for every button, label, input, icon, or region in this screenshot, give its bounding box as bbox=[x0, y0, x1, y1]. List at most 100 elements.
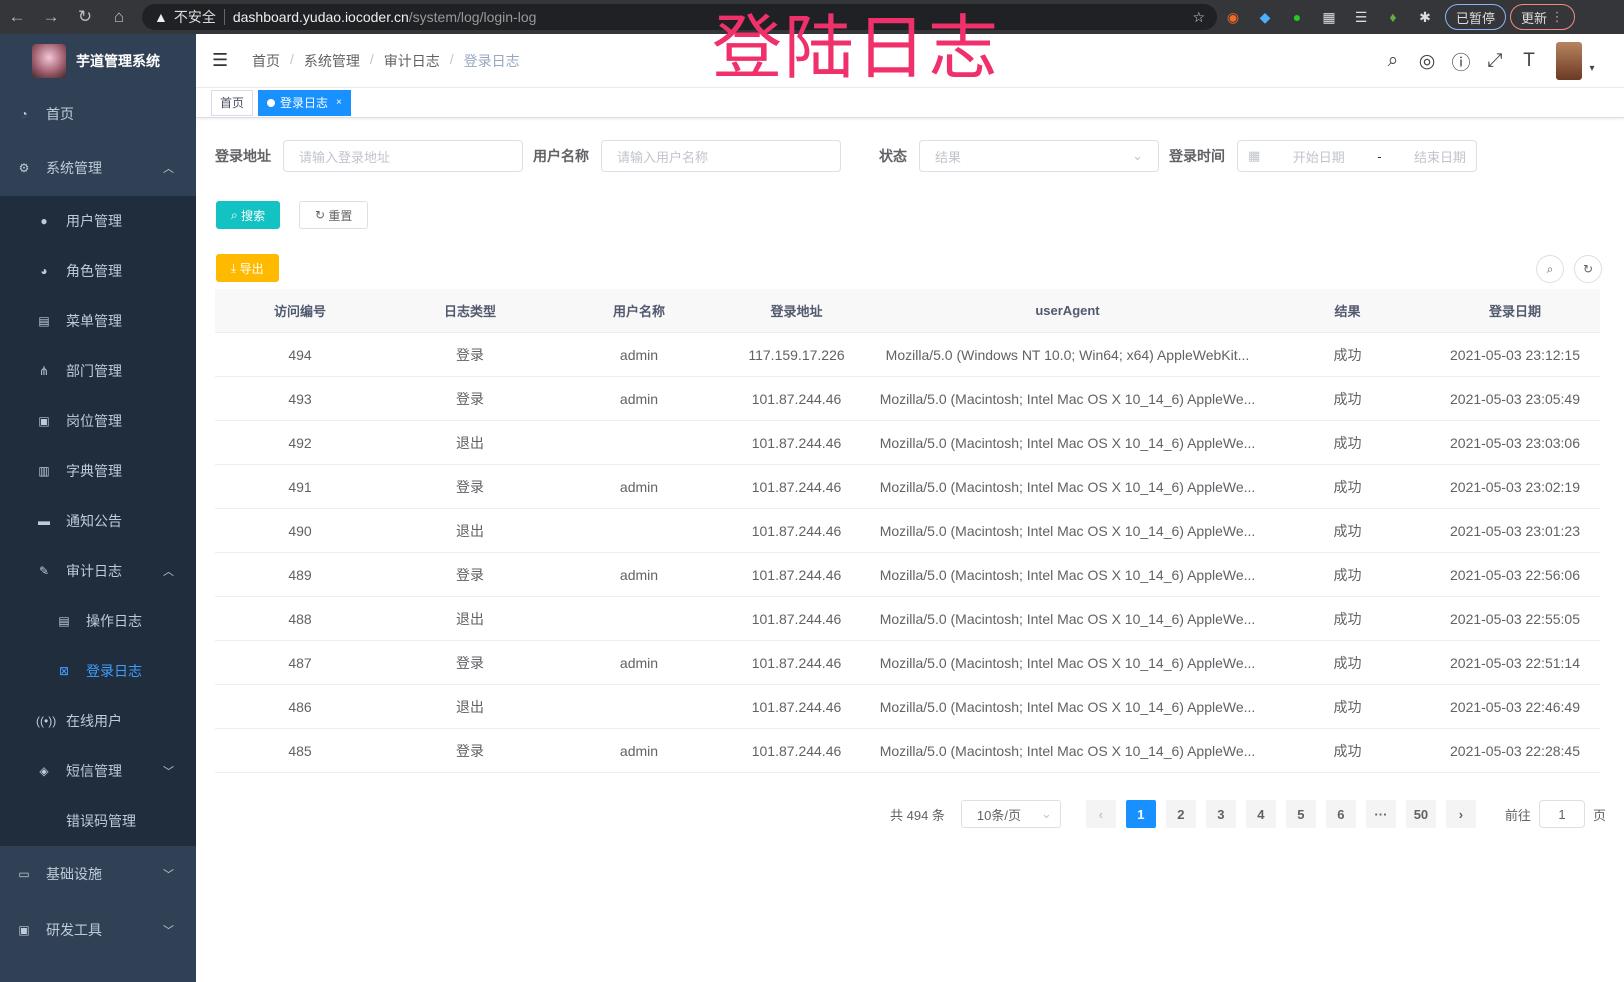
table-row[interactable]: 486 退出 101.87.244.46 Mozilla/5.0 (Macintosh… bbox=[215, 685, 1600, 729]
dashboard-icon: ◔ bbox=[20, 107, 28, 121]
page-button[interactable]: 1 bbox=[1125, 800, 1156, 828]
start-date[interactable]: 开始日期 bbox=[1292, 149, 1345, 165]
breadcrumb-item[interactable]: 系统管理 bbox=[303, 52, 360, 69]
update-button[interactable]: 更新 ⋮ bbox=[1510, 4, 1575, 30]
address-input[interactable]: 请输入登录地址 bbox=[283, 140, 523, 172]
placeholder: 请输入用户名称 bbox=[617, 149, 709, 165]
table-row[interactable]: 490 退出 101.87.244.46 Mozilla/5.0 (Macintosh… bbox=[215, 509, 1600, 553]
page-button[interactable]: 3 bbox=[1205, 800, 1236, 828]
toggle-search-icon[interactable]: ⌕ bbox=[1536, 255, 1564, 283]
puzzle-icon[interactable]: ✱ bbox=[1419, 8, 1431, 25]
fullscreen-icon[interactable]: ⤢ bbox=[1487, 50, 1503, 71]
extension-icon[interactable]: ● bbox=[1292, 9, 1302, 25]
forward-icon[interactable]: → bbox=[42, 7, 60, 26]
table-row[interactable]: 494 登录 admin 117.159.17.226 Mozilla/5.0 (Win… bbox=[215, 333, 1600, 377]
breadcrumb-item[interactable]: 首页 bbox=[252, 52, 280, 69]
sidebar-item[interactable]: ▬ 通知公告 bbox=[0, 496, 196, 546]
table-cell: Mozilla/5.0 (Macintosh; Intel Mac OS X 1… bbox=[879, 478, 1256, 495]
hamburger-icon[interactable]: ☰ bbox=[212, 50, 229, 70]
sidebar: 芋道管理系统 ◔ 首页 ⚙ 系统管理 ︿ ● 用户管理 ◕ 角色管理 ▤ 菜单管理 ⋔ 部门管理 ▣ 岗位管… bbox=[0, 34, 196, 982]
table-cell: 490 bbox=[288, 522, 312, 539]
table-row[interactable]: 491 登录 admin 101.87.244.46 Mozilla/5.0 (Maci… bbox=[215, 465, 1600, 509]
tag-item[interactable]: 首页 bbox=[211, 89, 254, 116]
table-cell: 486 bbox=[288, 698, 312, 715]
page-button[interactable]: 50 bbox=[1405, 800, 1436, 828]
sidebar-item[interactable]: 错误码管理 bbox=[0, 796, 196, 846]
table-cell: 101.87.244.46 bbox=[751, 566, 842, 583]
close-icon[interactable]: × bbox=[336, 97, 342, 108]
breadcrumb-separator: / bbox=[290, 50, 294, 67]
table-cell: 488 bbox=[288, 610, 312, 627]
status-select[interactable]: 结果 ⌄ bbox=[919, 140, 1159, 172]
extension-icon[interactable]: ◆ bbox=[1259, 8, 1271, 25]
table-cell: 101.87.244.46 bbox=[751, 610, 842, 627]
sidebar-item[interactable]: ⚙ 系统管理 ︿ bbox=[0, 140, 196, 196]
sidebar-item[interactable]: ▥ 字典管理 bbox=[0, 446, 196, 496]
bookmark-star-icon[interactable]: ☆ bbox=[1192, 8, 1205, 25]
extension-icon[interactable]: ◉ bbox=[1226, 8, 1240, 25]
table-row[interactable]: 492 退出 101.87.244.46 Mozilla/5.0 (Macintosh… bbox=[215, 421, 1600, 465]
page-button[interactable]: 6 bbox=[1325, 800, 1356, 828]
profile-button[interactable]: 已暂停 bbox=[1445, 4, 1507, 30]
date-range-picker[interactable]: ▦ 开始日期 - 结束日期 bbox=[1237, 140, 1477, 172]
table-row[interactable]: 493 登录 admin 101.87.244.46 Mozilla/5.0 (Maci… bbox=[215, 377, 1600, 421]
address-bar[interactable]: ▲ 不安全 dashboard.yudao.iocoder.cn/system/… bbox=[142, 4, 1217, 30]
sidebar-item[interactable]: ▤ 菜单管理 bbox=[0, 296, 196, 346]
avatar[interactable] bbox=[1556, 42, 1582, 80]
sidebar-item[interactable]: ● 用户管理 bbox=[0, 196, 196, 246]
extension-icon[interactable]: ♦ bbox=[1389, 9, 1397, 25]
refresh-icon[interactable]: ↻ bbox=[1574, 255, 1602, 283]
page-size-select[interactable]: 10条/页 ⌄ bbox=[960, 800, 1061, 828]
page-button[interactable]: 4 bbox=[1245, 800, 1276, 828]
table-row[interactable]: 488 退出 101.87.244.46 Mozilla/5.0 (Macintosh… bbox=[215, 597, 1600, 641]
sidebar-item[interactable]: ▣ 岗位管理 bbox=[0, 396, 196, 446]
next-page-button[interactable]: › bbox=[1445, 800, 1476, 828]
page-button[interactable]: ··· bbox=[1365, 800, 1396, 828]
sidebar-item[interactable]: ((•)) 在线用户 bbox=[0, 696, 196, 746]
search-icon[interactable]: ⌕ bbox=[1387, 50, 1399, 71]
app-title: 芋道管理系统 bbox=[76, 53, 160, 69]
reset-button[interactable]: ↻ 重置 bbox=[299, 201, 369, 229]
table-row[interactable]: 487 登录 admin 101.87.244.46 Mozilla/5.0 (Maci… bbox=[215, 641, 1600, 685]
table-row[interactable]: 489 登录 admin 101.87.244.46 Mozilla/5.0 (Maci… bbox=[215, 553, 1600, 597]
sidebar-item-label: 角色管理 bbox=[66, 263, 122, 279]
table-row[interactable]: 485 登录 admin 101.87.244.46 Mozilla/5.0 (Maci… bbox=[215, 729, 1600, 773]
sidebar-logo[interactable]: 芋道管理系统 bbox=[0, 34, 196, 88]
page-button[interactable]: 5 bbox=[1285, 800, 1316, 828]
breadcrumb-item[interactable]: 审计日志 bbox=[383, 52, 440, 69]
export-button[interactable]: ⤓ 导出 bbox=[216, 254, 279, 282]
sidebar-item[interactable]: ▣ 研发工具 ﹀ bbox=[0, 902, 196, 958]
chevron-up-icon: ︿ bbox=[163, 163, 174, 175]
extension-icon[interactable]: ☰ bbox=[1354, 8, 1368, 25]
sidebar-item[interactable]: ▤ 操作日志 bbox=[0, 596, 196, 646]
github-icon[interactable]: ◎ bbox=[1418, 50, 1436, 72]
reload-icon[interactable]: ↻ bbox=[77, 7, 93, 26]
goto-page-input[interactable]: 1 bbox=[1538, 800, 1585, 828]
help-icon[interactable]: ⓘ bbox=[1451, 52, 1471, 74]
sidebar-item[interactable]: ◕ 角色管理 bbox=[0, 246, 196, 296]
font-size-icon[interactable]: T bbox=[1523, 50, 1535, 71]
search-button[interactable]: ⌕ 搜索 bbox=[216, 201, 281, 229]
table-cell: admin bbox=[619, 654, 659, 671]
sidebar-item[interactable]: ▭ 基础设施 ﹀ bbox=[0, 846, 196, 902]
table-cell: 2021-05-03 22:56:06 bbox=[1450, 566, 1580, 583]
back-icon[interactable]: ← bbox=[8, 7, 26, 26]
table-cell: 退出 bbox=[456, 434, 484, 451]
sidebar-item-label: 错误码管理 bbox=[66, 813, 136, 829]
sidebar-item[interactable]: ⊠ 登录日志 bbox=[0, 646, 196, 696]
goto-value: 1 bbox=[1558, 806, 1566, 822]
prev-page-button[interactable]: ‹ bbox=[1085, 800, 1116, 828]
sidebar-item[interactable]: ◔ 首页 bbox=[0, 88, 196, 140]
tag-item[interactable]: 登录日志 × bbox=[258, 89, 351, 116]
sidebar-item[interactable]: ✎ 审计日志 ︿ bbox=[0, 546, 196, 596]
home-icon[interactable]: ⌂ bbox=[113, 7, 125, 26]
sidebar-item[interactable]: ⋔ 部门管理 bbox=[0, 346, 196, 396]
table-cell: 登录 bbox=[456, 566, 484, 583]
extension-icon[interactable]: ▦ bbox=[1322, 8, 1336, 25]
sidebar-item[interactable]: ◈ 短信管理 ﹀ bbox=[0, 746, 196, 796]
page-button[interactable]: 2 bbox=[1165, 800, 1196, 828]
column-header: 登录日期 bbox=[1488, 304, 1541, 319]
end-date[interactable]: 结束日期 bbox=[1413, 149, 1466, 165]
username-input[interactable]: 请输入用户名称 bbox=[601, 140, 841, 172]
caret-down-icon[interactable]: ▾ bbox=[1589, 62, 1595, 74]
